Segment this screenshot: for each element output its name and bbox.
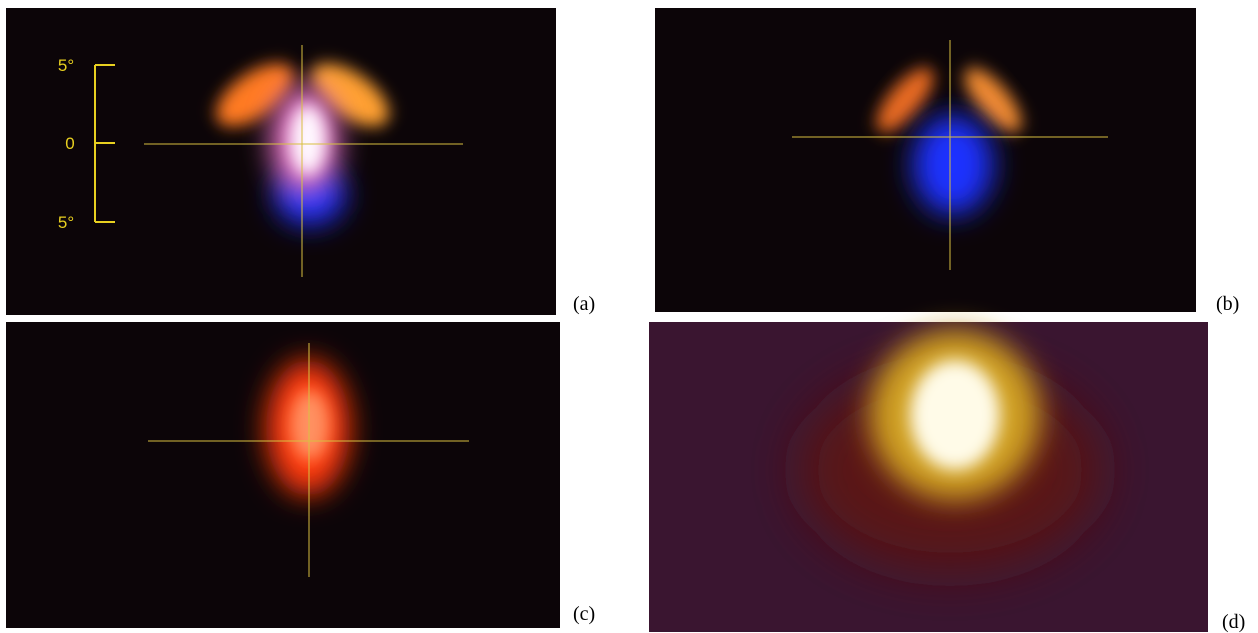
panel-label: (c) [573, 603, 595, 625]
scale-label: 5° [58, 213, 74, 232]
panel-label: (b) [1216, 293, 1239, 315]
figure: 5° 0 5° (a) (b) (c) (d) [0, 0, 1258, 633]
scale-label: 5° [58, 56, 74, 75]
photo-c [6, 322, 560, 628]
photo-d [649, 322, 1208, 632]
panel-label: (a) [573, 293, 595, 315]
panel-label: (d) [1222, 611, 1245, 633]
photo-b [655, 8, 1196, 312]
page: 5° 0 5° (a) (b) (c) (d) (() => { const d… [0, 0, 1258, 633]
scale-label: 0 [65, 134, 74, 153]
photo-a: 5° 0 5° [6, 8, 556, 315]
